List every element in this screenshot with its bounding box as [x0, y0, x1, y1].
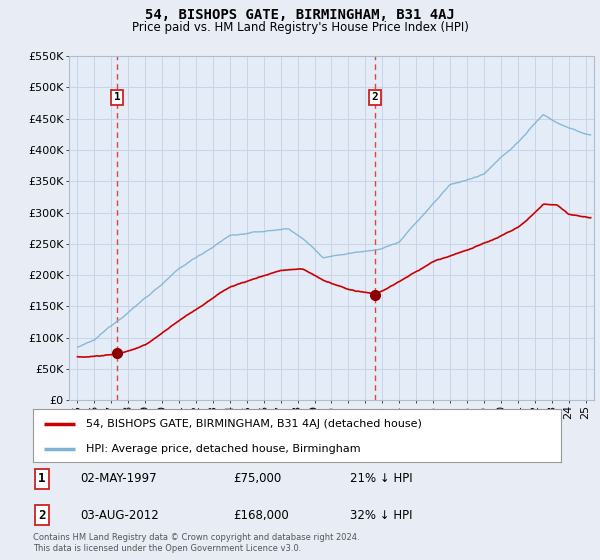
Text: 03-AUG-2012: 03-AUG-2012 [80, 508, 159, 521]
Text: 02-MAY-1997: 02-MAY-1997 [80, 473, 157, 486]
Text: 2: 2 [372, 92, 379, 102]
Text: 32% ↓ HPI: 32% ↓ HPI [350, 508, 412, 521]
Text: Price paid vs. HM Land Registry's House Price Index (HPI): Price paid vs. HM Land Registry's House … [131, 21, 469, 34]
Text: £168,000: £168,000 [233, 508, 289, 521]
Text: HPI: Average price, detached house, Birmingham: HPI: Average price, detached house, Birm… [86, 444, 361, 454]
Text: Contains HM Land Registry data © Crown copyright and database right 2024.
This d: Contains HM Land Registry data © Crown c… [33, 533, 359, 553]
Text: £75,000: £75,000 [233, 473, 282, 486]
Text: 54, BISHOPS GATE, BIRMINGHAM, B31 4AJ: 54, BISHOPS GATE, BIRMINGHAM, B31 4AJ [145, 8, 455, 22]
Text: 1: 1 [38, 473, 46, 486]
Text: 2: 2 [38, 508, 46, 521]
Text: 21% ↓ HPI: 21% ↓ HPI [350, 473, 412, 486]
Text: 54, BISHOPS GATE, BIRMINGHAM, B31 4AJ (detached house): 54, BISHOPS GATE, BIRMINGHAM, B31 4AJ (d… [86, 419, 422, 429]
Text: 1: 1 [113, 92, 121, 102]
